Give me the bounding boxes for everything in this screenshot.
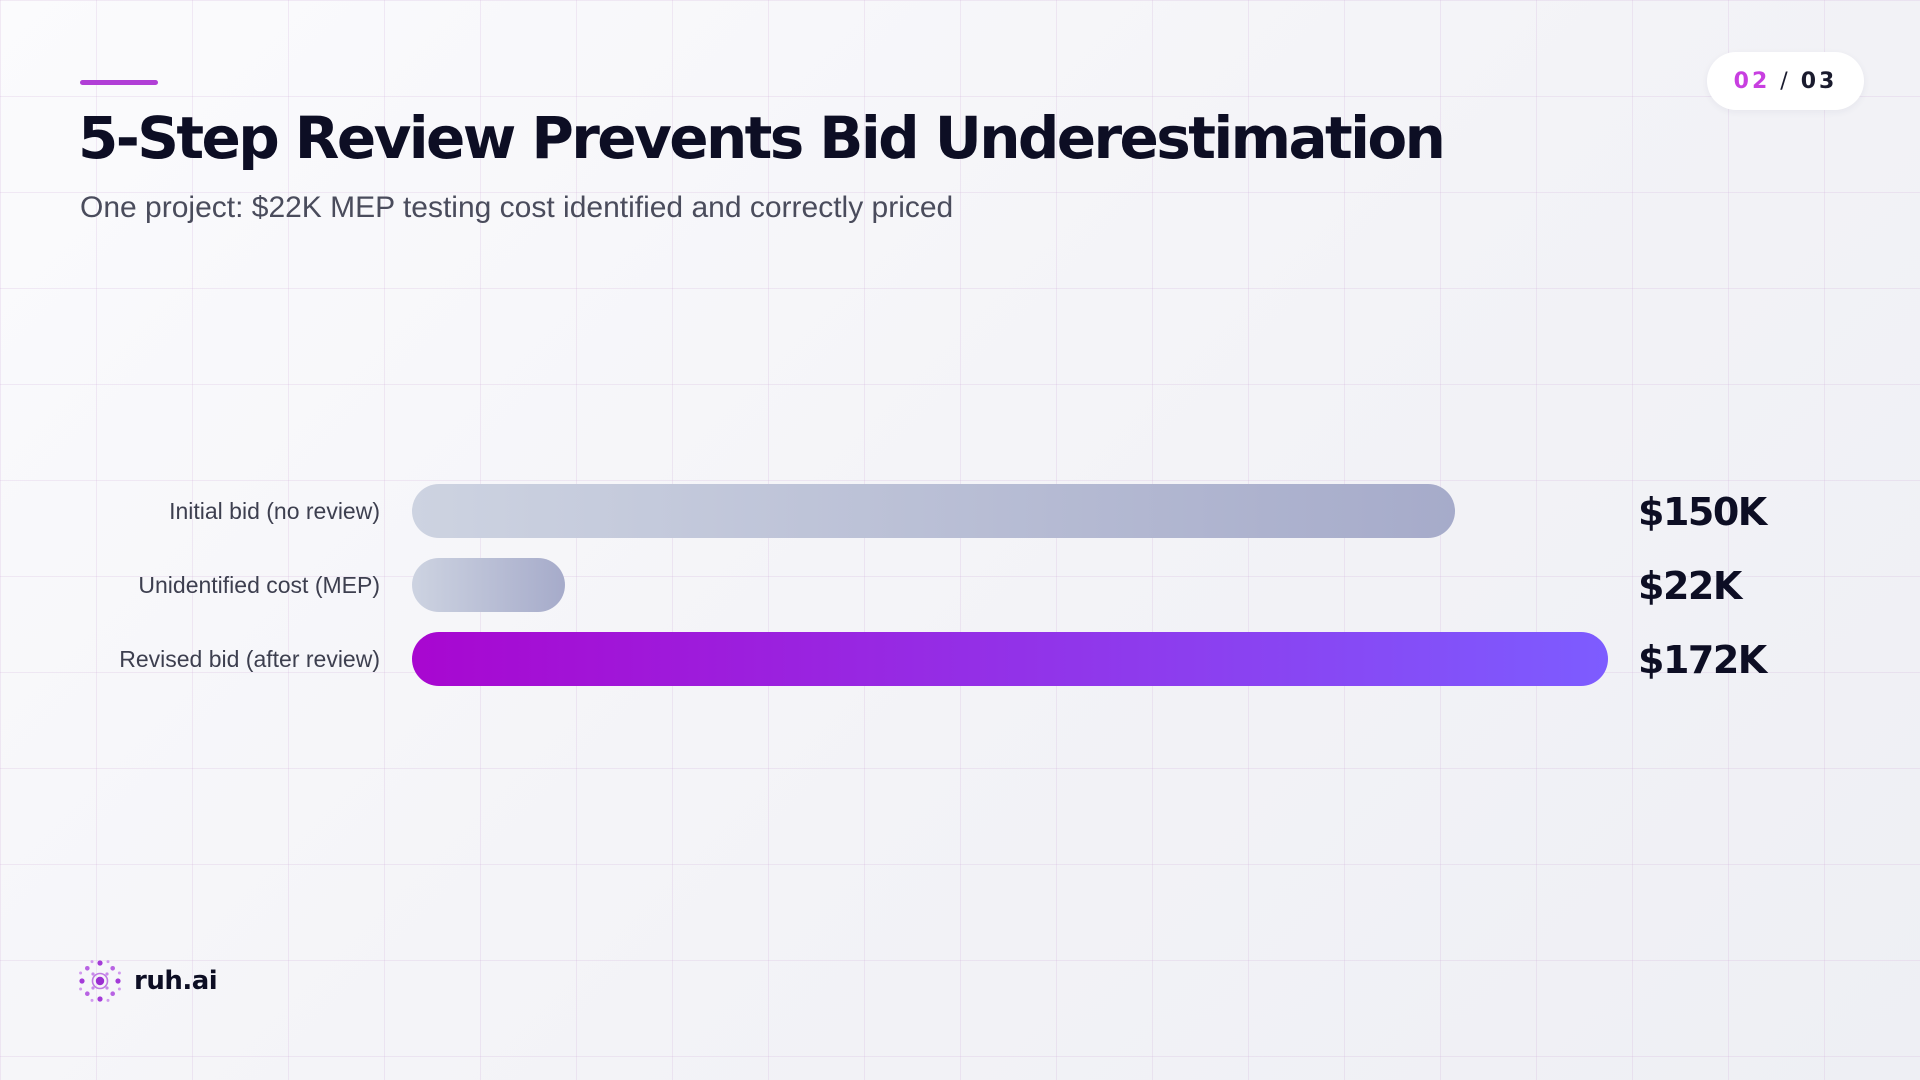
bar <box>412 632 1608 686</box>
page-total: 03 <box>1800 68 1838 94</box>
category-label: Revised bid (after review) <box>119 646 380 672</box>
category-label: Unidentified cost (MEP) <box>138 572 380 598</box>
value-label: $22K <box>1638 564 1744 608</box>
ruh-ai-logo-icon <box>79 960 121 1002</box>
slide-subtitle: One project: $22K MEP testing cost ident… <box>80 191 954 224</box>
bar <box>412 558 565 612</box>
title-accent-line <box>80 80 158 85</box>
value-label: $150K <box>1638 490 1769 534</box>
brand-name: ruh.ai <box>134 966 218 996</box>
page-current: 02 <box>1733 68 1771 94</box>
category-label: Initial bid (no review) <box>169 498 380 524</box>
page-indicator: 02 / 03 <box>1707 52 1864 110</box>
slide-title: 5-Step Review Prevents Bid Underestimati… <box>78 104 1446 172</box>
brand-logo: ruh.ai <box>78 959 218 1003</box>
value-label: $172K <box>1638 638 1769 682</box>
bar <box>412 484 1456 538</box>
page-separator: / <box>1780 68 1791 94</box>
